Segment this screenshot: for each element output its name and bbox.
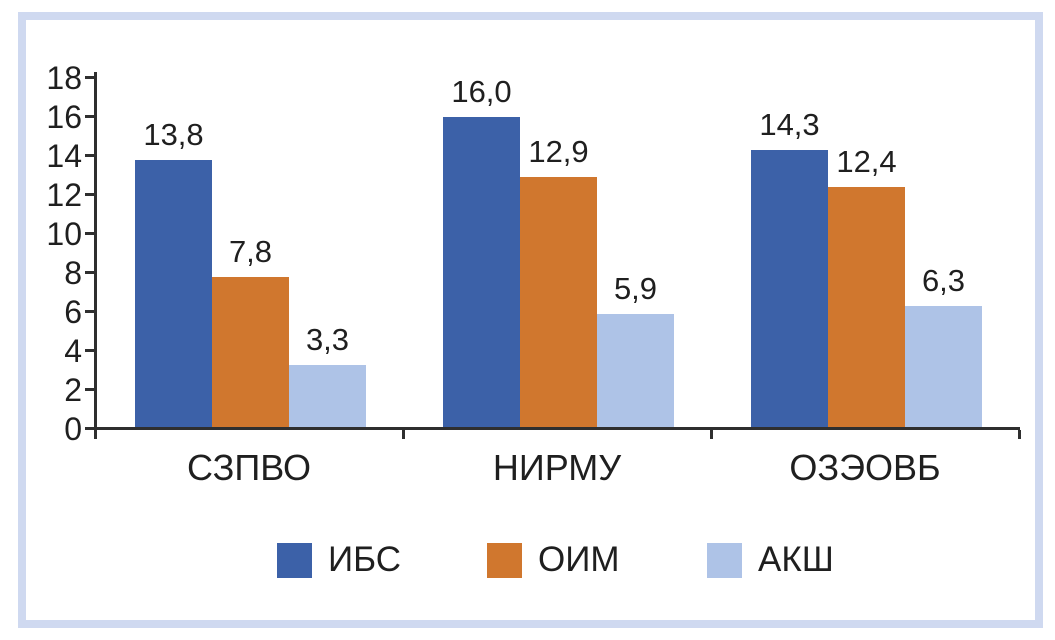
x-axis-tick-2 — [710, 430, 713, 439]
legend-label-2: АКШ — [758, 540, 834, 579]
y-axis-label-2: 2 — [64, 372, 82, 408]
bar-value-label-s0-c0: 13,8 — [143, 116, 204, 152]
x-axis-tick-3 — [1018, 430, 1021, 439]
x-axis-tick-1 — [402, 430, 405, 439]
y-axis-label-4: 4 — [64, 333, 82, 369]
y-axis-label-16: 16 — [46, 99, 82, 135]
bar-value-label-s1-c0: 7,8 — [228, 233, 273, 269]
x-axis-tick-0 — [94, 430, 97, 439]
bar-s1-c0 — [212, 276, 289, 429]
y-axis-line — [94, 72, 97, 438]
legend-item-1: ОИМ — [487, 542, 620, 578]
y-axis-label-0: 0 — [64, 411, 82, 447]
bar-s0-c2 — [751, 150, 828, 429]
bar-s2-c0 — [289, 364, 366, 429]
legend-item-0: ИБС — [277, 542, 401, 578]
y-axis-tick-16 — [85, 115, 95, 118]
y-axis-tick-4 — [85, 349, 95, 352]
y-axis-label-18: 18 — [46, 60, 82, 96]
y-axis-label-10: 10 — [46, 216, 82, 252]
bar-s2-c2 — [905, 306, 982, 429]
bar-value-label-s0-c2: 14,3 — [759, 107, 820, 143]
y-axis-label-12: 12 — [46, 177, 82, 213]
bar-s0-c0 — [135, 159, 212, 429]
bar-value-label-s1-c2: 12,4 — [836, 144, 897, 180]
category-label-2: ОЗЭОВБ — [789, 447, 941, 488]
category-label-0: СЗПВО — [186, 447, 312, 488]
category-label-1: НИРМУ — [492, 447, 622, 488]
bar-value-label-s0-c1: 16,0 — [451, 74, 512, 109]
y-axis-tick-6 — [85, 310, 95, 313]
bar-s2-c1 — [597, 313, 674, 429]
bar-s0-c1 — [443, 117, 520, 429]
y-axis-tick-8 — [85, 271, 95, 274]
bar-value-label-s2-c0: 3,3 — [305, 321, 350, 357]
y-axis-tick-10 — [85, 232, 95, 235]
bar-value-label-s1-c1: 12,9 — [528, 134, 589, 170]
y-axis-tick-12 — [85, 193, 95, 196]
bar-s1-c2 — [828, 187, 905, 429]
y-axis-tick-2 — [85, 388, 95, 391]
y-axis-label-14: 14 — [46, 138, 82, 174]
legend-swatch-2 — [707, 542, 742, 578]
y-axis-tick-14 — [85, 154, 95, 157]
y-axis-label-8: 8 — [64, 255, 82, 291]
bar-s1-c1 — [520, 177, 597, 429]
x-axis-line — [94, 427, 1020, 430]
legend-label-0: ИБС — [328, 540, 402, 579]
y-axis-tick-0 — [85, 427, 95, 430]
legend-swatch-0 — [277, 542, 312, 578]
y-axis-label-6: 6 — [64, 294, 82, 330]
bar-value-label-s2-c1: 5,9 — [613, 270, 658, 306]
legend-item-2: АКШ — [707, 542, 834, 578]
legend-swatch-1 — [487, 542, 522, 578]
bar-value-label-s2-c2: 6,3 — [921, 263, 966, 299]
legend-label-1: ОИМ — [538, 540, 620, 579]
y-axis-tick-18 — [85, 76, 95, 79]
